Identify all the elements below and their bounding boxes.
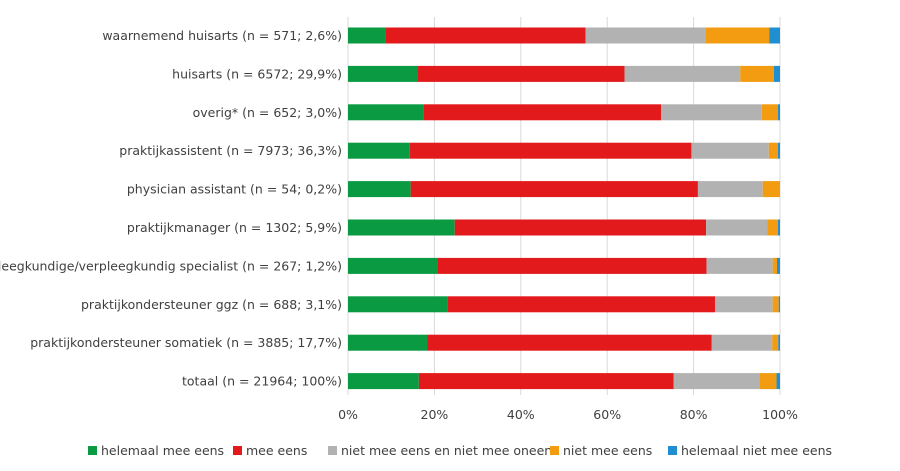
x-tick-label: 60% [593, 407, 621, 422]
legend-swatch [233, 446, 242, 455]
bar-segment [778, 296, 780, 313]
bar-segment [777, 219, 780, 236]
legend: helemaal mee eens mee eens niet mee eens e… [88, 443, 832, 458]
bar-segment [417, 65, 625, 82]
category-label: huisarts (n = 6572; 29,9%) [172, 66, 342, 81]
bar-segment [673, 373, 760, 390]
bar-segment [423, 104, 662, 121]
legend-swatch [668, 446, 677, 455]
bar-segment [772, 334, 779, 351]
category-label: praktijkassistent (n = 7973; 36,3%) [119, 143, 342, 158]
bar-segment [776, 373, 780, 390]
bar-segment [778, 334, 780, 351]
bar-segment [769, 27, 780, 44]
bar-segment [385, 27, 586, 44]
bar-segment [697, 181, 763, 198]
bar-segment [706, 257, 773, 274]
x-tick-label: 0% [338, 407, 358, 422]
bar-segment [768, 142, 778, 159]
bar-segment [410, 181, 698, 198]
bar-segment [772, 257, 777, 274]
bar-segment [777, 142, 780, 159]
bar-segment [348, 219, 455, 236]
bar-segment [418, 373, 674, 390]
category-label: praktijkmanager (n = 1302; 5,9%) [127, 220, 342, 235]
bar-segment [348, 296, 448, 313]
legend-label: niet mee eens en niet mee oneens [341, 443, 559, 458]
bar-segment [740, 65, 774, 82]
bar-segment [773, 65, 780, 82]
x-tick-label: 100% [762, 407, 798, 422]
x-tick-label: 80% [680, 407, 708, 422]
bar-segment [706, 219, 768, 236]
bar-segment [409, 142, 692, 159]
bar-segment [437, 257, 707, 274]
bar-segment [348, 142, 410, 159]
bar-segment [348, 373, 419, 390]
x-axis-ticks: 0% 20% 40% 60% 80% 100% [338, 407, 798, 422]
bar-segment [715, 296, 773, 313]
category-label: waarnemend huisarts (n = 571; 2,6%) [102, 28, 342, 43]
category-label: physician assistant (n = 54; 0,2%) [127, 182, 342, 197]
bar-segment [776, 257, 780, 274]
bar-segment [691, 142, 769, 159]
bar-segment [348, 181, 411, 198]
bar-segment [348, 257, 438, 274]
bar-segment [762, 181, 780, 198]
legend-label: helemaal mee eens [101, 443, 224, 458]
bar-segment [348, 27, 386, 44]
bar-segment [661, 104, 762, 121]
bar-segment [454, 219, 707, 236]
bar-segment [427, 334, 712, 351]
legend-swatch [550, 446, 559, 455]
legend-label: mee eens [246, 443, 307, 458]
category-label: totaal (n = 21964; 100%) [182, 374, 342, 389]
bar-segment [711, 334, 773, 351]
x-tick-label: 20% [421, 407, 449, 422]
bar-segment [777, 104, 780, 121]
bar-segment [761, 104, 778, 121]
category-label: verpleegkundige/verpleegkundig specialis… [0, 258, 342, 273]
bar-segment [624, 65, 741, 82]
bar-segment [585, 27, 706, 44]
bar-segment [705, 27, 770, 44]
bar-segment [767, 219, 778, 236]
bar-segment [348, 104, 424, 121]
legend-swatch [328, 446, 337, 455]
bar-segment [759, 373, 777, 390]
category-label: overig* (n = 652; 3,0%) [193, 105, 342, 120]
bar-segment [348, 65, 418, 82]
bar-segment [348, 334, 428, 351]
bars [348, 27, 780, 390]
category-label: praktijkondersteuner somatiek (n = 3885;… [30, 335, 342, 350]
bar-segment [772, 296, 779, 313]
category-labels: waarnemend huisarts (n = 571; 2,6%) huisa… [0, 28, 342, 389]
x-tick-label: 40% [507, 407, 535, 422]
legend-label: niet mee eens [563, 443, 652, 458]
category-label: praktijkondersteuner ggz (n = 688; 3,1%) [81, 297, 342, 312]
bar-segment [447, 296, 716, 313]
legend-swatch [88, 446, 97, 455]
legend-label: helemaal niet mee eens [681, 443, 832, 458]
